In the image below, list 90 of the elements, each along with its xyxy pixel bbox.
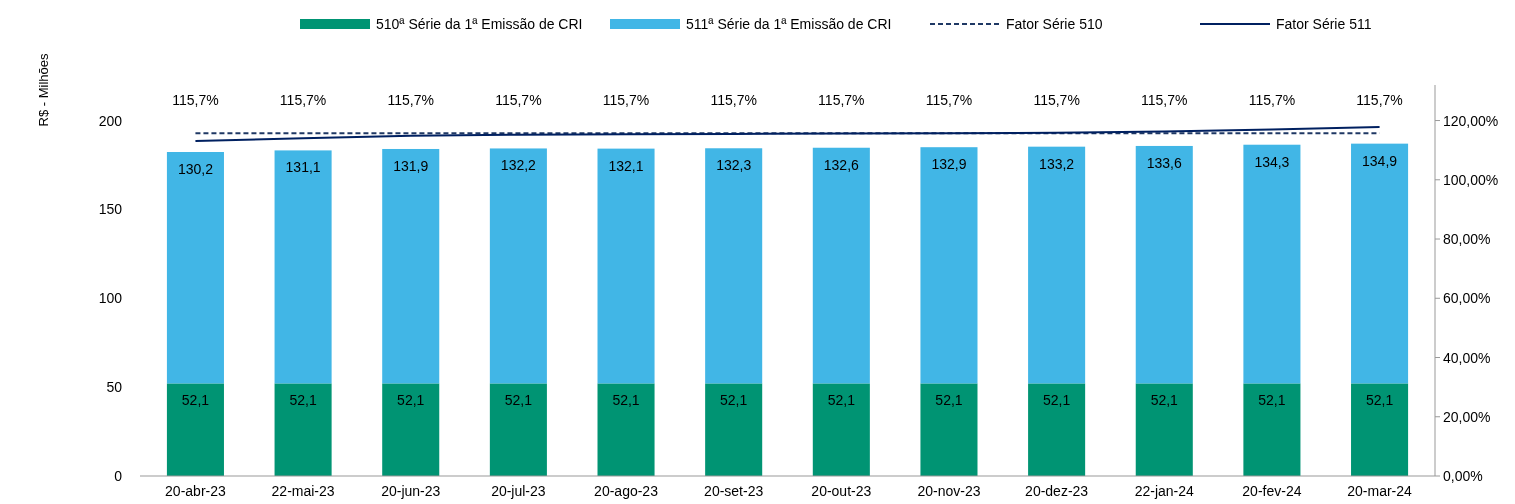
data-label: 132,2 [500,157,537,174]
data-label: 52,1 [720,392,748,409]
bar [920,383,978,476]
y2-tick-label: 100,00% [1443,171,1499,188]
bar [489,383,547,476]
data-label: 115,7% [172,92,219,108]
x-tick-label: 20-set-23 [704,483,764,499]
y-tick-label: 200 [98,112,123,129]
x-tick-label: 20-nov-23 [917,483,981,499]
bar [812,383,870,476]
data-label: 133,6 [1146,154,1182,171]
bar [382,383,440,476]
bar [1351,383,1409,476]
data-label: 132,3 [716,157,752,174]
data-label: 115,7% [1248,92,1296,108]
bar [166,152,224,384]
bar [489,148,547,384]
x-tick-label: 22-mai-23 [271,483,335,499]
bar [705,383,763,476]
data-label: 115,7% [387,92,434,108]
legend-label: Fator Série 511 [1276,16,1372,32]
data-label: 52,1 [397,392,425,409]
data-label: 52,1 [935,392,963,409]
bar [1351,143,1409,384]
bar [1028,146,1086,384]
y2-tick-label: 40,00% [1443,349,1491,366]
x-tick-label: 20-dez-23 [1025,483,1089,499]
bar [920,147,978,384]
data-label: 52,1 [1258,392,1286,409]
data-label: 115,7% [925,92,973,108]
data-label: 52,1 [612,392,640,409]
data-label: 131,9 [393,157,429,174]
legend-label: Fator Série 510 [1006,16,1103,32]
data-label: 132,6 [823,156,860,173]
y-axis-title: R$ - Milhões [36,53,51,127]
legend-label: 511ª Série da 1ª Emissão de CRI [686,16,892,32]
data-label: 115,7% [710,92,757,108]
data-label: 130,2 [177,161,214,177]
data-label: 52,1 [1365,392,1394,409]
x-tick-label: 22-jan-24 [1134,483,1195,499]
y2-tick-label: 120,00% [1443,112,1499,129]
data-label: 134,9 [1362,152,1398,169]
data-label: 133,2 [1039,155,1075,172]
x-tick-label: 20-ago-23 [594,483,659,499]
bar [705,148,763,384]
bar [382,148,440,384]
y-tick-label: 50 [106,379,123,396]
data-label: 52,1 [504,392,533,409]
line-series [194,126,1381,142]
data-label: 115,7% [1033,92,1080,108]
x-tick-label: 20-mar-24 [1347,483,1413,499]
bar [1135,145,1193,384]
y2-tick-label: 80,00% [1443,231,1491,248]
data-label: 52,1 [1150,392,1179,409]
data-label: 132,9 [931,156,967,173]
data-label: 132,1 [608,157,644,174]
y-tick-label: 0 [114,468,123,484]
data-label: 134,3 [1254,153,1290,170]
bar [1243,144,1301,384]
bar [597,148,655,384]
data-label: 115,7% [279,92,327,108]
x-tick-label: 20-jul-23 [491,483,546,499]
data-label: 131,1 [285,159,321,176]
data-label: 52,1 [827,392,856,409]
y2-tick-label: 0,00% [1443,468,1483,484]
data-label: 115,7% [495,92,542,108]
legend-label: 510ª Série da 1ª Emissão de CRI [376,16,583,32]
bar [274,383,332,476]
x-tick-label: 20-abr-23 [165,483,226,499]
data-label: 52,1 [289,392,317,409]
data-label: 115,7% [602,92,650,108]
bar [166,383,224,476]
bar [812,147,870,384]
y-tick-label: 150 [98,201,123,218]
bar [1028,383,1086,476]
data-label: 52,1 [1042,392,1071,409]
y-tick-label: 100 [98,290,123,307]
bar [597,383,655,476]
x-tick-label: 20-jun-23 [381,483,441,499]
data-label: 115,7% [1356,92,1403,108]
data-label: 115,7% [818,92,865,108]
y2-tick-label: 20,00% [1443,408,1491,425]
x-tick-label: 20-out-23 [811,483,872,499]
data-label: 115,7% [1141,92,1188,108]
y2-tick-label: 60,00% [1443,290,1491,307]
bar [1135,383,1193,476]
x-tick-label: 20-fev-24 [1242,483,1302,499]
bar [1243,383,1301,476]
bar [274,150,332,384]
data-label: 52,1 [181,392,210,409]
